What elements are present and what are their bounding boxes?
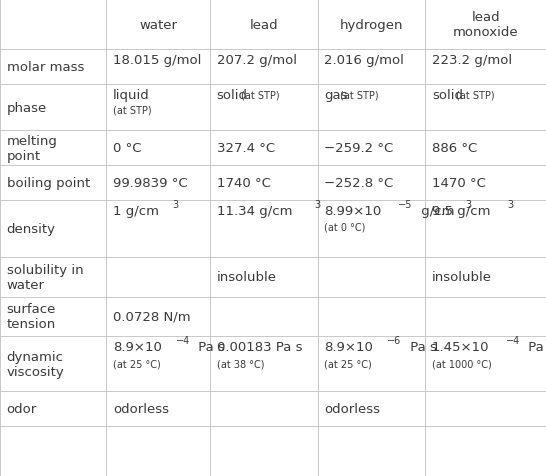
Text: 1740 °C: 1740 °C: [217, 177, 271, 189]
Text: insoluble: insoluble: [432, 271, 492, 284]
Text: lead: lead: [250, 19, 278, 31]
Text: boiling point: boiling point: [7, 177, 90, 189]
Text: 3: 3: [465, 199, 471, 209]
Text: (at 1000 °C): (at 1000 °C): [432, 358, 491, 368]
Text: −5: −5: [398, 199, 413, 209]
Text: hydrogen: hydrogen: [340, 19, 403, 31]
Text: 2.016 g/mol: 2.016 g/mol: [324, 54, 404, 67]
Text: Pa s: Pa s: [525, 340, 546, 353]
Text: 0.00183 Pa s: 0.00183 Pa s: [217, 340, 302, 353]
Text: Pa s: Pa s: [194, 340, 225, 353]
Text: odor: odor: [7, 402, 37, 415]
Text: (at 25 °C): (at 25 °C): [113, 358, 161, 368]
Text: 18.015 g/mol: 18.015 g/mol: [113, 54, 201, 67]
Text: odorless: odorless: [113, 402, 169, 415]
Text: −252.8 °C: −252.8 °C: [324, 177, 394, 189]
Text: 223.2 g/mol: 223.2 g/mol: [432, 54, 512, 67]
Text: density: density: [7, 222, 56, 236]
Text: (at STP): (at STP): [241, 90, 280, 100]
Text: g/cm: g/cm: [417, 204, 454, 217]
Text: −4: −4: [506, 336, 520, 345]
Text: liquid: liquid: [113, 89, 150, 101]
Text: lead
monoxide: lead monoxide: [453, 11, 519, 39]
Text: 3: 3: [314, 199, 321, 209]
Text: insoluble: insoluble: [217, 271, 277, 284]
Text: water: water: [139, 19, 177, 31]
Text: 3: 3: [173, 199, 179, 209]
Text: 207.2 g/mol: 207.2 g/mol: [217, 54, 297, 67]
Text: 1 g/cm: 1 g/cm: [113, 204, 159, 217]
Text: 9.5 g/cm: 9.5 g/cm: [432, 204, 490, 217]
Text: 99.9839 °C: 99.9839 °C: [113, 177, 188, 189]
Text: solubility in
water: solubility in water: [7, 263, 83, 291]
Text: 1.45×10: 1.45×10: [432, 340, 489, 353]
Text: 11.34 g/cm: 11.34 g/cm: [217, 204, 292, 217]
Text: molar mass: molar mass: [7, 61, 84, 74]
Text: (at STP): (at STP): [456, 90, 495, 100]
Text: (at 25 °C): (at 25 °C): [324, 358, 372, 368]
Text: 1470 °C: 1470 °C: [432, 177, 486, 189]
Text: 0.0728 N/m: 0.0728 N/m: [113, 310, 191, 323]
Text: gas: gas: [324, 89, 348, 101]
Text: phase: phase: [7, 101, 47, 114]
Text: solid: solid: [217, 89, 248, 101]
Text: dynamic
viscosity: dynamic viscosity: [7, 350, 64, 378]
Text: (at STP): (at STP): [340, 90, 379, 100]
Text: solid: solid: [432, 89, 463, 101]
Text: odorless: odorless: [324, 402, 381, 415]
Text: (at 38 °C): (at 38 °C): [217, 358, 264, 368]
Text: 8.99×10: 8.99×10: [324, 204, 382, 217]
Text: Pa s: Pa s: [406, 340, 437, 353]
Text: (at STP): (at STP): [113, 105, 152, 115]
Text: 8.9×10: 8.9×10: [113, 340, 162, 353]
Text: −259.2 °C: −259.2 °C: [324, 142, 394, 155]
Text: melting
point: melting point: [7, 134, 57, 162]
Text: −4: −4: [176, 336, 191, 345]
Text: 327.4 °C: 327.4 °C: [217, 142, 275, 155]
Text: 0 °C: 0 °C: [113, 142, 141, 155]
Text: 886 °C: 886 °C: [432, 142, 477, 155]
Text: surface
tension: surface tension: [7, 303, 56, 331]
Text: −6: −6: [388, 336, 402, 345]
Text: 8.9×10: 8.9×10: [324, 340, 373, 353]
Text: 3: 3: [507, 199, 513, 209]
Text: (at 0 °C): (at 0 °C): [324, 222, 366, 232]
